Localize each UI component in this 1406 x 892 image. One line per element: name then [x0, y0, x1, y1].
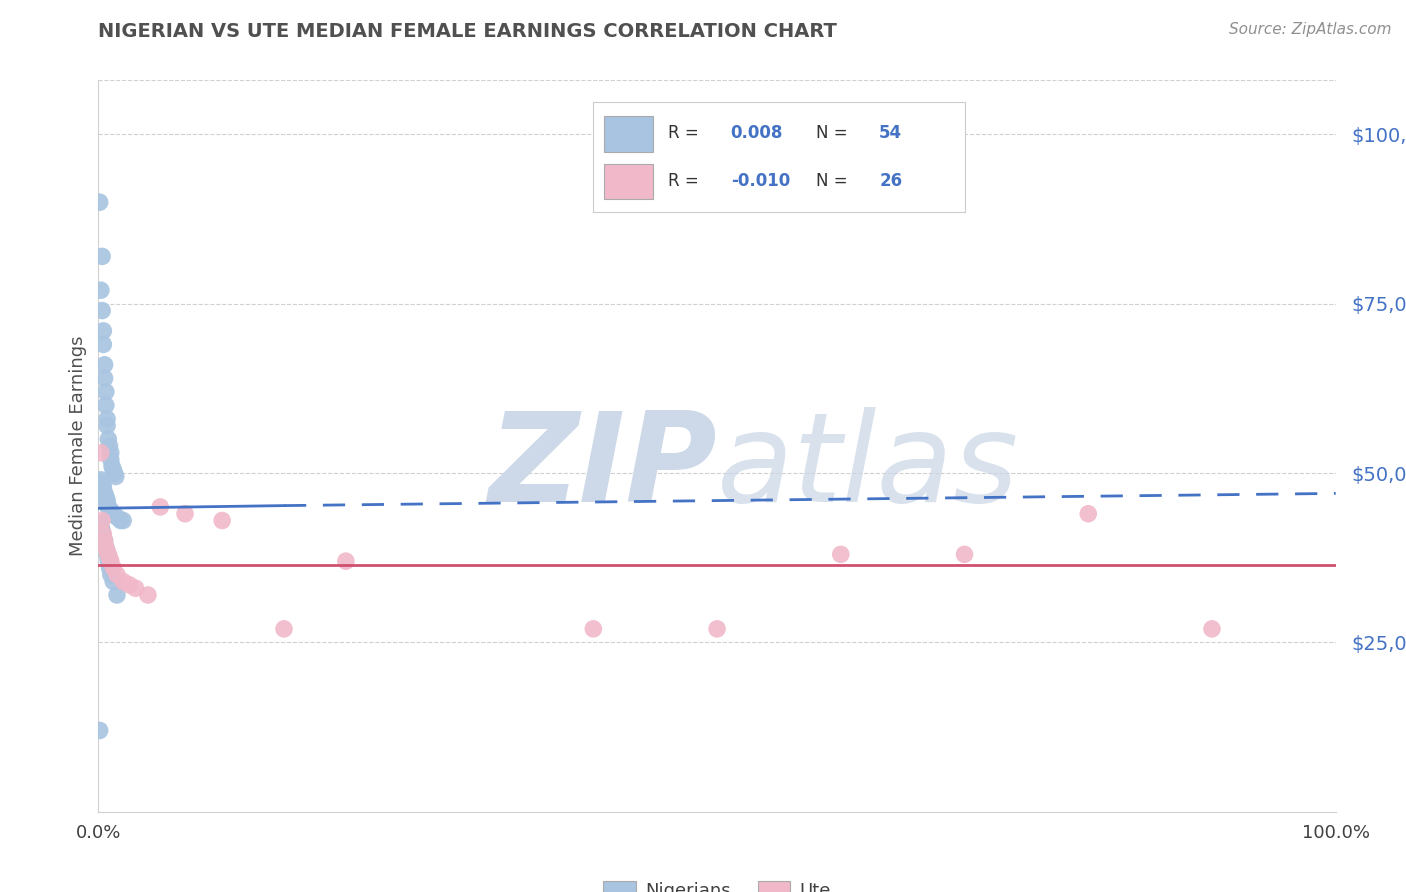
Point	[91, 514, 114, 528]
Text: N =: N =	[815, 124, 853, 142]
Point	[94, 384, 117, 399]
Point	[706, 622, 728, 636]
Y-axis label: Median Female Earnings: Median Female Earnings	[69, 335, 87, 557]
Point	[93, 533, 115, 548]
Text: -0.010: -0.010	[731, 172, 790, 190]
Point	[91, 303, 114, 318]
Point	[93, 486, 115, 500]
Point	[93, 358, 115, 372]
Point	[100, 567, 122, 582]
Point	[93, 324, 115, 338]
Point	[112, 514, 135, 528]
Point	[105, 510, 128, 524]
Point	[104, 469, 127, 483]
Point	[98, 561, 121, 575]
Point	[118, 578, 141, 592]
Point	[93, 483, 115, 497]
Point	[100, 554, 122, 568]
Point	[103, 463, 125, 477]
Point	[110, 514, 132, 528]
Text: R =: R =	[668, 172, 703, 190]
Point	[91, 249, 114, 263]
Point	[582, 622, 605, 636]
Point	[97, 547, 120, 561]
Text: Source: ZipAtlas.com: Source: ZipAtlas.com	[1229, 22, 1392, 37]
Point	[94, 493, 117, 508]
Point	[273, 622, 295, 636]
Text: NIGERIAN VS UTE MEDIAN FEMALE EARNINGS CORRELATION CHART: NIGERIAN VS UTE MEDIAN FEMALE EARNINGS C…	[98, 22, 838, 41]
Point	[97, 500, 120, 514]
Point	[89, 195, 111, 210]
Point	[97, 500, 120, 514]
Point	[96, 412, 118, 426]
Point	[96, 493, 118, 508]
Text: 54: 54	[879, 124, 903, 142]
Point	[94, 541, 117, 555]
Point	[93, 337, 115, 351]
Point	[112, 574, 135, 589]
Text: 26: 26	[879, 172, 903, 190]
Point	[90, 473, 112, 487]
Point	[90, 283, 112, 297]
Point	[96, 418, 118, 433]
Point	[1077, 507, 1099, 521]
Point	[98, 503, 121, 517]
Point	[98, 439, 121, 453]
Point	[97, 554, 120, 568]
Point	[105, 588, 128, 602]
Point	[1201, 622, 1223, 636]
Point	[136, 588, 159, 602]
Point	[91, 524, 114, 538]
Point	[98, 550, 121, 565]
Point	[830, 547, 852, 561]
Point	[101, 459, 124, 474]
Point	[335, 554, 357, 568]
Point	[100, 446, 122, 460]
Point	[953, 547, 976, 561]
Point	[105, 567, 128, 582]
Text: 0.008: 0.008	[731, 124, 783, 142]
Point	[90, 520, 112, 534]
Point	[93, 527, 115, 541]
Point	[93, 371, 115, 385]
Point	[96, 547, 118, 561]
Point	[124, 581, 146, 595]
Text: R =: R =	[668, 124, 703, 142]
Point	[94, 398, 117, 412]
Point	[211, 514, 233, 528]
Point	[103, 561, 125, 575]
Point	[93, 480, 115, 494]
FancyBboxPatch shape	[605, 117, 652, 152]
Point	[149, 500, 172, 514]
Point	[100, 507, 122, 521]
Text: N =: N =	[815, 172, 853, 190]
Point	[100, 503, 122, 517]
Text: atlas: atlas	[717, 408, 1019, 528]
Point	[90, 446, 112, 460]
Point	[174, 507, 197, 521]
Point	[103, 574, 125, 589]
Legend: Nigerians, Ute: Nigerians, Ute	[595, 872, 839, 892]
Point	[90, 520, 112, 534]
Point	[94, 541, 117, 555]
Point	[93, 533, 115, 548]
Point	[100, 452, 122, 467]
Point	[91, 476, 114, 491]
Text: ZIP: ZIP	[488, 408, 717, 528]
Point	[91, 527, 114, 541]
Point	[96, 544, 118, 558]
Point	[103, 466, 125, 480]
Point	[93, 530, 115, 544]
Point	[89, 723, 111, 738]
Point	[94, 490, 117, 504]
Point	[96, 497, 118, 511]
FancyBboxPatch shape	[605, 163, 652, 199]
Point	[89, 516, 111, 531]
Point	[93, 486, 115, 500]
Point	[97, 432, 120, 446]
Point	[103, 507, 125, 521]
